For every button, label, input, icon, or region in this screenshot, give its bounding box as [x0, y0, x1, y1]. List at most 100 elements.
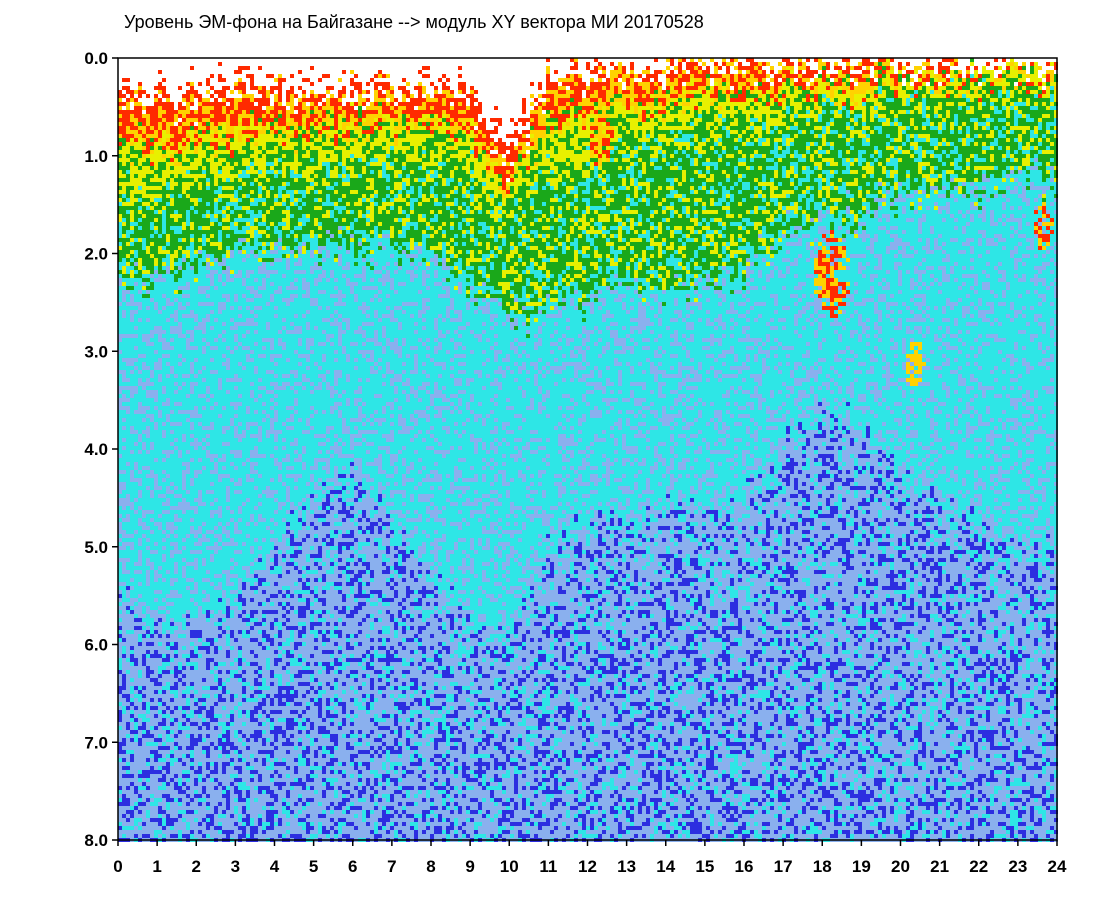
heatmap-cell [174, 70, 178, 74]
heatmap-cell [214, 262, 218, 266]
heatmap-cell [174, 606, 178, 610]
heatmap-cell [158, 686, 162, 690]
heatmap-cell [206, 178, 210, 182]
heatmap-cell [162, 82, 166, 86]
heatmap-cell [194, 550, 198, 554]
heatmap-cell [134, 158, 138, 162]
heatmap-cell [146, 562, 150, 566]
heatmap-cell [174, 630, 178, 634]
heatmap-cell [182, 822, 186, 826]
heatmap-cell [146, 498, 150, 502]
heatmap-cell [170, 742, 174, 746]
heatmap-cell [122, 630, 126, 634]
heatmap-cell [174, 674, 178, 678]
heatmap-cell [178, 354, 182, 358]
heatmap-cell [122, 106, 126, 110]
heatmap-cell [202, 494, 206, 498]
heatmap-cell [190, 166, 194, 170]
heatmap-cell [126, 542, 130, 546]
heatmap-cell [162, 194, 166, 198]
heatmap-cell [206, 394, 210, 398]
heatmap-cell [202, 790, 206, 794]
heatmap-cell [130, 282, 134, 286]
heatmap-cell [178, 774, 182, 778]
heatmap-cell [206, 338, 210, 342]
heatmap-cell [130, 582, 134, 586]
heatmap-cell [182, 602, 186, 606]
heatmap-cell [214, 150, 218, 154]
heatmap-cell [174, 826, 178, 830]
heatmap-cell [130, 594, 134, 598]
heatmap-cell [134, 830, 138, 834]
heatmap-cell [122, 458, 126, 462]
heatmap-cell [142, 654, 146, 658]
heatmap-cell [126, 546, 130, 550]
heatmap-cell [170, 518, 174, 522]
heatmap-cell [162, 462, 166, 466]
heatmap-cell [150, 66, 154, 70]
heatmap-cell [190, 422, 194, 426]
heatmap-cell [178, 310, 182, 314]
heatmap-cell [198, 354, 202, 358]
heatmap-cell [182, 654, 186, 658]
heatmap-cell [178, 486, 182, 490]
heatmap-cell [134, 170, 138, 174]
heatmap-cell [138, 490, 142, 494]
heatmap-cell [194, 762, 198, 766]
heatmap-cell [126, 438, 130, 442]
heatmap-cell [138, 246, 142, 250]
heatmap-cell [166, 198, 170, 202]
heatmap-cell [142, 754, 146, 758]
heatmap-cell [154, 698, 158, 702]
heatmap-cell [186, 722, 190, 726]
heatmap-cell [174, 238, 178, 242]
heatmap-cell [206, 598, 210, 602]
heatmap-cell [202, 334, 206, 338]
heatmap-cell [178, 114, 182, 118]
heatmap-cell [198, 666, 202, 670]
heatmap-cell [162, 398, 166, 402]
heatmap-cell [154, 162, 158, 166]
heatmap-cell [138, 434, 142, 438]
heatmap-cell [182, 586, 186, 590]
heatmap-cell [122, 774, 126, 778]
heatmap-cell [146, 470, 150, 474]
heatmap-cell [178, 546, 182, 550]
heatmap-cell [154, 174, 158, 178]
heatmap-cell [174, 354, 178, 358]
heatmap-cell [154, 578, 158, 582]
heatmap-cell [130, 230, 134, 234]
heatmap-cell [146, 66, 150, 70]
heatmap-cell [134, 802, 138, 806]
heatmap-cell [130, 194, 134, 198]
heatmap-cell [158, 806, 162, 810]
heatmap-cell [134, 662, 138, 666]
heatmap-cell [126, 86, 130, 90]
heatmap-cell [122, 518, 126, 522]
heatmap-cell [206, 506, 210, 510]
heatmap-cell [190, 366, 194, 370]
heatmap-cell [150, 238, 154, 242]
heatmap-cell [206, 442, 210, 446]
heatmap-cell [122, 694, 126, 698]
heatmap-cell [190, 150, 194, 154]
heatmap-cell [126, 338, 130, 342]
heatmap-cell [194, 178, 198, 182]
heatmap-cell [190, 426, 194, 430]
heatmap-cell [138, 742, 142, 746]
heatmap-cell [122, 402, 126, 406]
heatmap-cell [210, 738, 214, 742]
heatmap-cell [182, 202, 186, 206]
heatmap-cell [138, 446, 142, 450]
heatmap-cell [182, 526, 186, 530]
heatmap-cell [126, 430, 130, 434]
heatmap-cell [122, 130, 126, 134]
heatmap-cell [174, 778, 178, 782]
heatmap-cell [210, 298, 214, 302]
heatmap-cell [210, 458, 214, 462]
heatmap-cell [170, 418, 174, 422]
heatmap-cell [142, 162, 146, 166]
heatmap-cell [174, 410, 178, 414]
heatmap-cell [198, 182, 202, 186]
heatmap-cell [178, 194, 182, 198]
